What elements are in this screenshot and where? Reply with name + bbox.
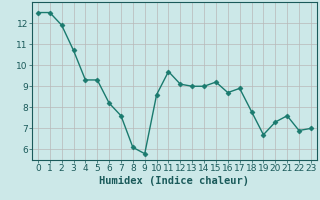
X-axis label: Humidex (Indice chaleur): Humidex (Indice chaleur) bbox=[100, 176, 249, 186]
